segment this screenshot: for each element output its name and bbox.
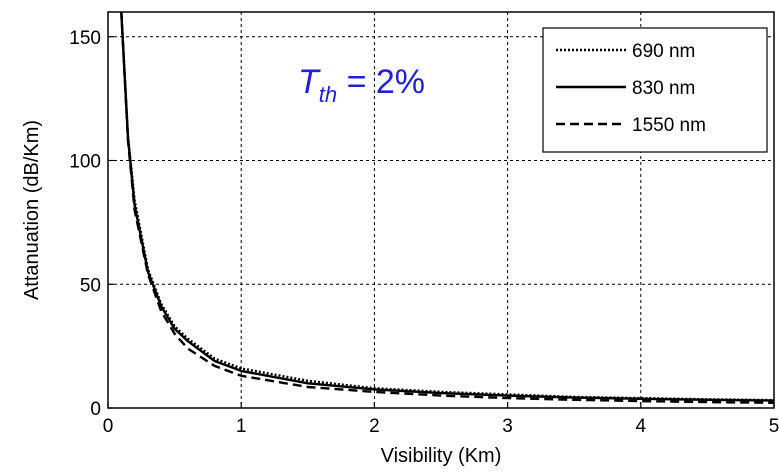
y-tick-label-0: 0 xyxy=(90,399,101,420)
legend-label-0: 690 nm xyxy=(632,41,695,62)
legend: 690 nm 830 nm 1550 nm xyxy=(542,27,768,153)
x-tick-label-5: 5 xyxy=(769,416,779,437)
x-tick-label-4: 4 xyxy=(636,416,647,437)
legend-label-1: 830 nm xyxy=(632,78,695,99)
legend-box xyxy=(542,27,768,153)
annotation-symbol: T xyxy=(298,63,321,101)
y-axis-label: Attanuation (dB/Km) xyxy=(21,120,43,300)
x-tick-label-2: 2 xyxy=(369,416,380,437)
x-tick-label-1: 1 xyxy=(236,416,247,437)
series-line-2 xyxy=(120,12,774,404)
y-tick-label-1: 50 xyxy=(80,275,101,296)
x-axis-label: Visibility (Km) xyxy=(381,445,502,467)
annotation-subscript: th xyxy=(319,82,337,107)
x-tick-label-3: 3 xyxy=(502,416,513,437)
x-tick-label-0: 0 xyxy=(103,416,114,437)
annotation-text: = 2% xyxy=(337,63,425,101)
data-series xyxy=(120,12,774,404)
y-tick-label-3: 150 xyxy=(69,28,101,49)
legend-label-2: 1550 nm xyxy=(632,115,706,136)
plot-frame xyxy=(107,11,775,409)
y-tick-label-2: 100 xyxy=(69,152,101,173)
threshold-annotation: Tth = 2% xyxy=(298,63,425,107)
